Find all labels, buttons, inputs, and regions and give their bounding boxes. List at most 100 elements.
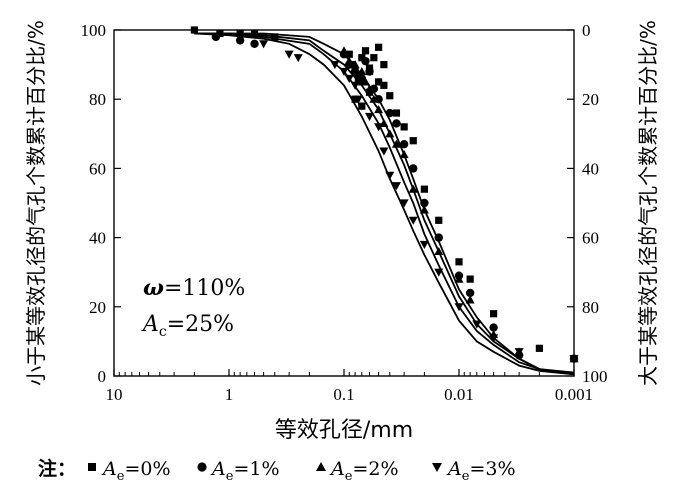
- series-3-point: [374, 123, 384, 132]
- series-3-point: [385, 171, 395, 180]
- series-3-point: [472, 320, 482, 329]
- x-tick-label: 0.1: [333, 385, 354, 404]
- y2-tick-label: 80: [582, 298, 599, 317]
- series-3-point: [344, 74, 354, 83]
- series-3-point: [330, 61, 340, 70]
- series-2-point: [374, 105, 384, 114]
- series-3-point: [365, 112, 375, 121]
- series-2-point: [408, 184, 418, 193]
- series-3: [194, 32, 579, 376]
- series-3-point: [284, 50, 294, 59]
- series-3-point: [293, 54, 303, 63]
- series-0-point: [250, 29, 259, 38]
- legend-entry-label: =3%: [469, 458, 515, 480]
- legend-entry-symbol: A: [446, 458, 462, 480]
- omega-value: =110%: [164, 276, 245, 301]
- legend-entry-subscript: e: [117, 469, 125, 484]
- series-1-point: [489, 323, 498, 332]
- series-2-point: [454, 274, 464, 283]
- legend-entry-label: =1%: [233, 458, 279, 480]
- series-3-point: [353, 95, 363, 104]
- series-0-point: [392, 109, 401, 117]
- series-0-point: [400, 123, 408, 131]
- series-1-point: [434, 233, 443, 242]
- y-tick-label: 60: [89, 159, 106, 178]
- legend-marker-2: [316, 462, 326, 471]
- x-tick-label: 10: [106, 385, 123, 404]
- series-1-point: [385, 108, 394, 118]
- series-1-point: [465, 288, 475, 298]
- legend-entry-subscript: e: [462, 469, 470, 484]
- series-0-point: [380, 61, 388, 69]
- x-axis-label: 等效孔径/mm: [275, 418, 413, 443]
- series-0-point: [490, 310, 498, 318]
- series-1-point: [350, 67, 360, 76]
- y-tick-label: 20: [89, 298, 106, 317]
- y-axis-label: 小于某等效孔径的气孔个数累计百分比/%: [24, 20, 48, 386]
- ac-value: =25%: [167, 312, 234, 337]
- legend-prefix: 注：: [38, 457, 76, 480]
- series-3-point: [454, 303, 464, 312]
- legend-marker-3: [432, 463, 442, 472]
- series-3-point: [419, 240, 429, 250]
- series-0-point: [345, 50, 353, 58]
- series-3-point: [379, 147, 389, 156]
- series-3-point: [434, 268, 444, 277]
- y-tick-label: 40: [89, 229, 106, 248]
- series-2-point: [344, 56, 354, 65]
- y2-tick-label: 0: [582, 21, 591, 40]
- legend-marker-1: [197, 462, 207, 472]
- series-3-point: [399, 199, 409, 208]
- series-2: [194, 32, 579, 376]
- series-0-point: [375, 78, 383, 86]
- series-2-point: [385, 129, 395, 138]
- series-1-point: [409, 164, 418, 173]
- series-2-point: [465, 295, 475, 304]
- legend-entry-label: =0%: [124, 458, 170, 480]
- y-tick-label: 80: [89, 90, 106, 109]
- series-3-point: [357, 102, 367, 111]
- svg-text:ω=110%: ω=110%: [143, 275, 245, 301]
- x-tick-label: 0.01: [444, 385, 474, 404]
- annotation-omega: ω=110%: [143, 275, 245, 301]
- legend-entry-label: =2%: [352, 458, 398, 480]
- y-tick-label: 100: [81, 21, 107, 40]
- series-0-point: [466, 275, 474, 283]
- ac-subscript: c: [159, 324, 167, 340]
- series-0-point: [351, 95, 359, 103]
- series-0-point: [361, 47, 370, 55]
- series-0-point: [386, 92, 394, 100]
- series-1-point: [392, 119, 401, 128]
- y2-axis-label: 大于某等效孔径的气孔个数累计百分比/%: [636, 20, 660, 386]
- series-0-point: [409, 137, 417, 145]
- legend-entry-0: Ae=0%: [101, 458, 171, 484]
- legend-entry-symbol: A: [101, 458, 117, 480]
- series-0-point: [380, 81, 388, 89]
- series-0-point: [435, 216, 443, 224]
- series-2-point: [369, 94, 379, 103]
- ticks-layer: 10 1 0.1 0.01 0.001 0 20 40 60 80 100 100 80 60 40 20 0: [81, 21, 608, 404]
- series-1-point: [361, 56, 370, 66]
- series-layer: [190, 26, 579, 376]
- series-3-point: [514, 348, 524, 357]
- series-3-point: [489, 334, 499, 343]
- legend-entry-1: Ae=1%: [210, 458, 280, 484]
- series-3-point: [259, 40, 269, 49]
- series-2-point: [357, 67, 367, 76]
- legend-entry-symbol: A: [210, 458, 226, 480]
- series-1-point: [250, 39, 259, 49]
- x-tick-label: 1: [225, 385, 234, 404]
- series-2-point: [361, 77, 371, 86]
- legend-entry-subscript: e: [226, 469, 234, 484]
- series-0-point: [455, 258, 463, 266]
- legend-entry-2: Ae=2%: [329, 458, 399, 484]
- series-0-point: [370, 54, 378, 62]
- series-1-point: [365, 67, 374, 76]
- x-tick-label: 0.001: [555, 385, 593, 404]
- series-2-point: [365, 84, 375, 93]
- series-1-point: [235, 36, 245, 45]
- legend-entry-symbol: A: [329, 458, 345, 480]
- series-0-point: [358, 54, 366, 62]
- series-1-point: [399, 139, 409, 149]
- series-0-point: [375, 43, 383, 51]
